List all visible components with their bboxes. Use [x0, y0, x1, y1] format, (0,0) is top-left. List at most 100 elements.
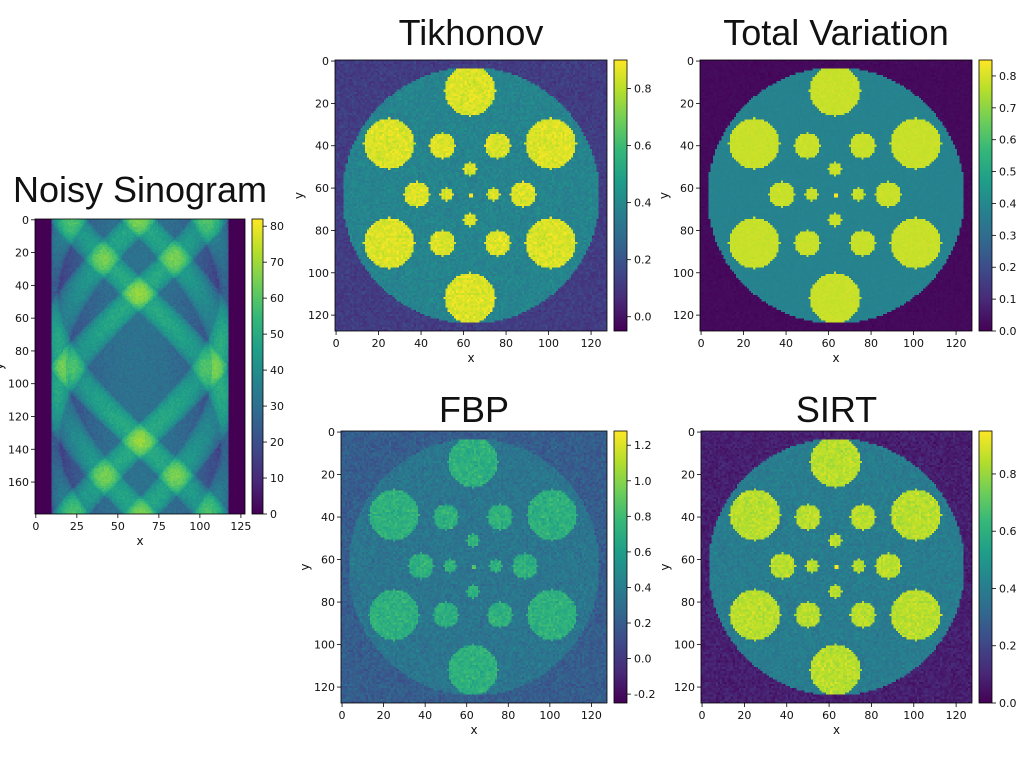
colorbar-tick-label: 0.8 — [999, 70, 1017, 83]
colorbar-tick-label: 20 — [270, 436, 284, 449]
y-tick-label: 100 — [674, 639, 695, 652]
y-tick-label: 40 — [680, 140, 694, 153]
plot-frame — [699, 59, 973, 332]
colorbar — [613, 59, 628, 332]
panel-sirt: SIRT 0 20 40 60 80 100 120 0 20 40 60 80 100 120 x y 0.0 0… — [658, 389, 1017, 737]
colorbar — [978, 59, 993, 332]
colorbar-tick-label: 10 — [270, 472, 284, 485]
colorbar-tick-label: 0.7 — [999, 102, 1017, 115]
plot-frame — [700, 430, 973, 704]
colorbar — [978, 430, 993, 704]
x-axis-label: x — [833, 723, 840, 737]
y-tick-label: 40 — [681, 511, 695, 524]
colorbar-tick-label: 0.4 — [999, 582, 1017, 595]
panel-title: FBP — [439, 389, 509, 430]
x-tick-label: 0 — [699, 709, 706, 722]
y-tick-label: 100 — [308, 267, 329, 280]
colorbar-tick-label: 0.0 — [634, 653, 652, 666]
plot-frame — [34, 218, 246, 515]
y-tick-label: 60 — [680, 182, 694, 195]
y-tick-label: 0 — [322, 55, 329, 68]
x-tick-label: 50 — [111, 520, 125, 533]
heatmap-image — [700, 60, 972, 331]
heatmap-image — [701, 431, 972, 703]
x-tick-label: 60 — [822, 337, 836, 350]
x-tick-label: 80 — [864, 337, 878, 350]
colorbar-tick-label: 0.6 — [634, 140, 652, 153]
plot-frame — [334, 59, 608, 332]
y-tick-label: 120 — [8, 410, 29, 423]
x-tick-label: 80 — [499, 337, 513, 350]
y-tick-label: 160 — [8, 476, 29, 489]
x-tick-label: 20 — [737, 709, 751, 722]
x-tick-label: 20 — [737, 337, 751, 350]
y-tick-label: 100 — [8, 378, 29, 391]
y-tick-label: 60 — [321, 554, 335, 567]
x-tick-label: 120 — [581, 709, 602, 722]
colorbar-tick-label: 0.2 — [999, 261, 1017, 274]
colorbar — [613, 430, 628, 704]
x-tick-label: 40 — [414, 337, 428, 350]
y-tick-label: 20 — [321, 469, 335, 482]
colorbar-tick-label: 0.2 — [999, 640, 1017, 653]
panel-tikhonov: Tikhonov 0 20 40 60 80 100 120 0 20 40 60 80 100 120 x y… — [292, 12, 652, 365]
colorbar-tick-label: 0.0 — [634, 311, 652, 324]
panel-title: Noisy Sinogram — [13, 169, 267, 210]
colorbar-tick-label: 0.5 — [999, 166, 1017, 179]
y-tick-label: 0 — [687, 55, 694, 68]
y-tick-label: 20 — [315, 97, 329, 110]
y-tick-label: 60 — [681, 554, 695, 567]
y-tick-label: 120 — [674, 681, 695, 694]
x-axis-label: x — [136, 534, 143, 548]
x-tick-label: 0 — [339, 709, 346, 722]
x-axis-label: x — [470, 723, 477, 737]
y-tick-label: 60 — [315, 182, 329, 195]
colorbar-tick-label: 0.0 — [999, 697, 1017, 710]
x-axis-label: x — [467, 351, 474, 365]
plot-frame — [340, 430, 608, 704]
y-tick-label: 40 — [315, 140, 329, 153]
x-tick-label: 75 — [152, 520, 166, 533]
y-axis-label: y — [298, 563, 312, 570]
colorbar-tick-label: 0.8 — [999, 468, 1017, 481]
colorbar-tick-label: 0.6 — [999, 525, 1017, 538]
colorbar-tick-label: 0.4 — [634, 581, 652, 594]
colorbar — [251, 218, 264, 515]
y-tick-label: 20 — [681, 469, 695, 482]
y-tick-label: 40 — [321, 511, 335, 524]
y-tick-label: 20 — [680, 97, 694, 110]
colorbar-tick-label: 0.4 — [634, 197, 652, 210]
y-tick-label: 60 — [15, 312, 29, 325]
x-tick-label: 100 — [539, 709, 560, 722]
x-tick-label: 100 — [903, 337, 924, 350]
heatmap-image — [341, 431, 607, 703]
colorbar-tick-label: 0.2 — [634, 254, 652, 267]
x-tick-label: 120 — [581, 337, 602, 350]
y-axis-label: y — [0, 363, 6, 370]
colorbar-tick-label: 1.2 — [634, 439, 652, 452]
y-tick-label: 80 — [680, 224, 694, 237]
colorbar-tick-label: 0.1 — [999, 293, 1017, 306]
y-tick-label: 20 — [15, 247, 29, 260]
x-axis-label: x — [832, 351, 839, 365]
x-tick-label: 25 — [70, 520, 84, 533]
heatmap-image — [335, 60, 607, 331]
colorbar-tick-label: 0 — [270, 508, 277, 521]
x-tick-label: 60 — [822, 709, 836, 722]
x-tick-label: 40 — [418, 709, 432, 722]
y-tick-label: 0 — [328, 426, 335, 439]
y-tick-label: 100 — [673, 267, 694, 280]
x-tick-label: 100 — [903, 709, 924, 722]
y-axis-label: y — [657, 192, 671, 199]
y-tick-label: 80 — [15, 345, 29, 358]
y-axis-label: y — [658, 563, 672, 570]
y-tick-label: 80 — [681, 596, 695, 609]
y-tick-label: 0 — [688, 426, 695, 439]
colorbar-tick-label: 80 — [270, 220, 284, 233]
x-tick-label: 100 — [538, 337, 559, 350]
colorbar-tick-label: 40 — [270, 364, 284, 377]
panel-total-variation: Total Variation 0 20 40 60 80 100 120 0 20 40 60 80 1… — [657, 12, 1017, 365]
panel-title: Total Variation — [723, 12, 948, 53]
